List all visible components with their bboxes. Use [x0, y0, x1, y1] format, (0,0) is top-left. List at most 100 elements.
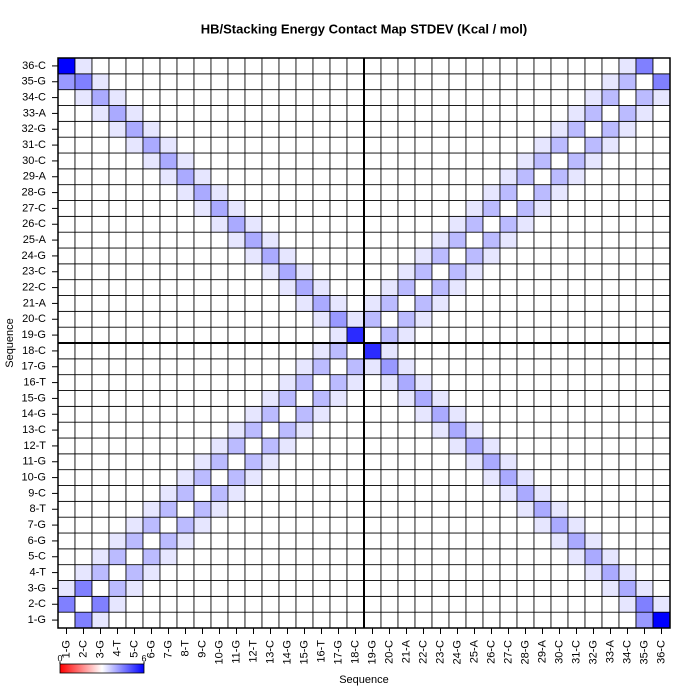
cell: [210, 485, 229, 502]
cell: [193, 231, 212, 249]
cell: [210, 279, 229, 296]
cell: [210, 342, 229, 360]
cell: [193, 310, 212, 328]
cell: [74, 152, 93, 170]
cell: [244, 453, 263, 471]
x-tick-label: 12-T: [247, 640, 259, 663]
cell: [465, 390, 484, 407]
cell: [380, 516, 399, 534]
cell: [312, 168, 331, 186]
cell: [635, 310, 654, 328]
cell: [108, 405, 127, 423]
cell: [227, 73, 246, 91]
cell: [261, 152, 280, 170]
cell: [533, 595, 552, 613]
cell: [448, 73, 467, 91]
cell: [74, 326, 93, 344]
cell: [261, 532, 280, 550]
cell: [244, 184, 263, 201]
cell: [584, 500, 603, 518]
cell: [210, 611, 229, 629]
cell: [499, 469, 518, 486]
cell: [142, 168, 161, 186]
cell: [142, 120, 161, 138]
cell: [601, 453, 620, 471]
cell: [329, 89, 348, 106]
cell: [482, 374, 501, 391]
cell: [125, 136, 144, 154]
cell: [584, 532, 603, 550]
cell: [329, 310, 348, 328]
cell: [397, 611, 416, 629]
y-tick-label: 20-C: [22, 313, 46, 325]
cell: [465, 73, 484, 91]
cell: [363, 215, 382, 233]
cell: [210, 89, 229, 106]
cell: [210, 136, 229, 154]
cell: [227, 564, 246, 581]
cell: [244, 611, 263, 629]
cell: [176, 405, 195, 423]
y-tick-label: 30-C: [22, 155, 46, 167]
cell: [329, 57, 348, 75]
cell: [176, 326, 195, 344]
cell: [108, 358, 127, 376]
cell: [448, 215, 467, 233]
cell: [533, 136, 552, 154]
cell: [108, 215, 127, 233]
cell: [57, 89, 76, 106]
cell: [261, 437, 280, 455]
cell: [227, 516, 246, 534]
cell: [57, 136, 76, 154]
cell: [346, 564, 365, 581]
cell: [312, 120, 331, 138]
cell: [516, 326, 535, 344]
cell: [74, 120, 93, 138]
cell: [448, 516, 467, 534]
cell: [567, 279, 586, 296]
cell: [567, 611, 586, 629]
cell: [465, 516, 484, 534]
cell: [193, 295, 212, 312]
cell: [329, 326, 348, 344]
cell: [346, 469, 365, 486]
cell: [227, 200, 246, 217]
cell: [431, 136, 450, 154]
cell: [601, 326, 620, 344]
cell: [74, 136, 93, 154]
cell: [346, 310, 365, 328]
cell: [618, 295, 637, 312]
cell: [635, 358, 654, 376]
cell: [312, 105, 331, 122]
cell: [176, 200, 195, 217]
cell: [193, 152, 212, 170]
cell: [550, 437, 569, 455]
cell: [91, 580, 110, 597]
cell: [91, 548, 110, 566]
cell: [142, 89, 161, 106]
cell: [91, 279, 110, 296]
cell: [635, 500, 654, 518]
cell: [380, 374, 399, 391]
cell: [380, 342, 399, 360]
cell: [57, 500, 76, 518]
cell: [499, 595, 518, 613]
cell: [567, 580, 586, 597]
cell: [295, 485, 314, 502]
cell: [601, 215, 620, 233]
x-tick-label: 35-G: [638, 640, 650, 664]
cell: [363, 168, 382, 186]
cell: [210, 437, 229, 455]
cell: [567, 152, 586, 170]
cell: [482, 184, 501, 201]
cell: [499, 152, 518, 170]
cell: [482, 358, 501, 376]
cell: [482, 564, 501, 581]
cell: [601, 580, 620, 597]
cell: [244, 231, 263, 249]
cell: [108, 453, 127, 471]
cell: [652, 548, 671, 566]
cell: [414, 200, 433, 217]
cell: [550, 263, 569, 281]
cell: [482, 548, 501, 566]
